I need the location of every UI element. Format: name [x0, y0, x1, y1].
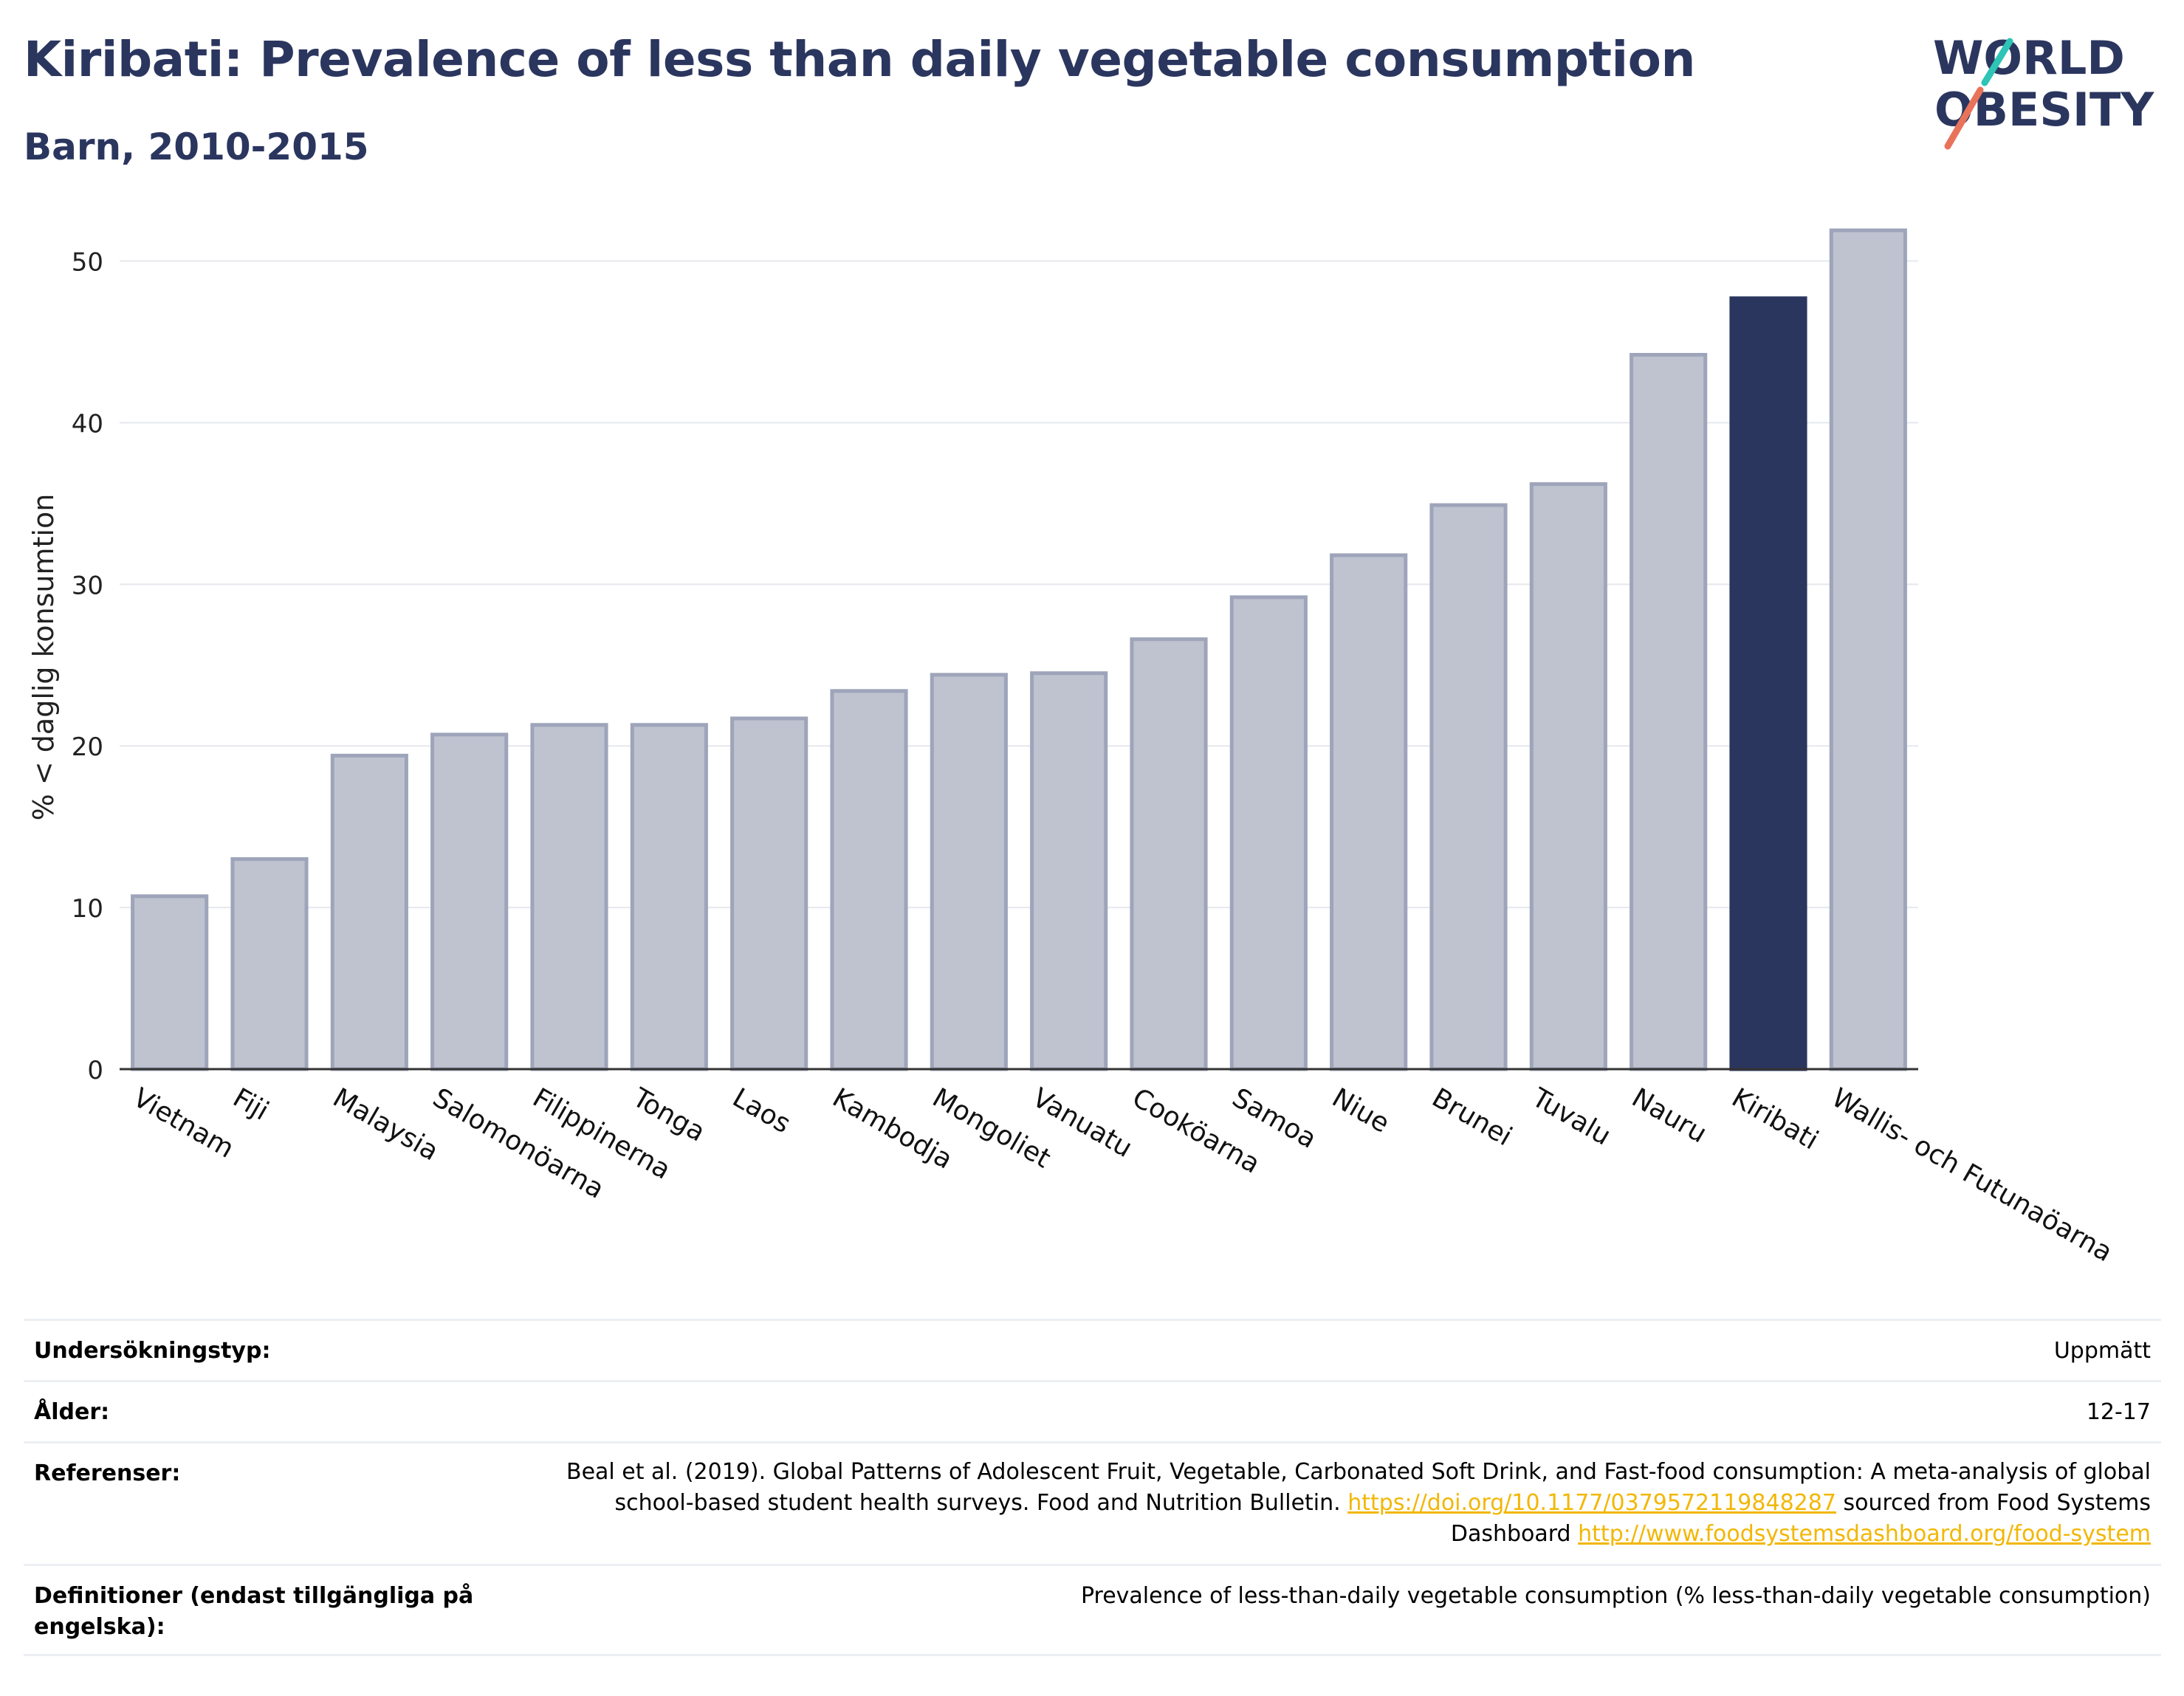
info-value: Uppmätt: [2053, 1338, 2151, 1364]
bar-tonga[interactable]: [630, 723, 708, 1071]
info-label: Ålder:: [34, 1399, 110, 1425]
info-value: Beal et al. (2019). Global Patterns of A…: [563, 1457, 2151, 1550]
x-tick-label: Tuvalu: [1526, 1082, 1615, 1152]
food-systems-link[interactable]: http://www.foodsystemsdashboard.org/food…: [1578, 1521, 2151, 1547]
y-axis-label: % < daglig konsumtion: [27, 494, 60, 821]
info-row-references: Referenser: Beal et al. (2019). Global P…: [24, 1441, 2161, 1564]
bar-malaysia[interactable]: [330, 753, 408, 1071]
bar-filippinerna[interactable]: [530, 723, 608, 1071]
bar-kambodja[interactable]: [830, 689, 908, 1071]
y-tick-label: 40: [72, 409, 103, 439]
axes: 0 10 20 30 40 50: [72, 248, 1918, 1085]
y-tick-label: 30: [72, 571, 103, 600]
info-row-survey-type: Undersökningstyp: Uppmätt: [24, 1319, 2161, 1380]
gridlines: [120, 260, 1918, 909]
bars: [131, 228, 1907, 1071]
x-tick-label: Brunei: [1427, 1082, 1517, 1152]
bar-mongoliet[interactable]: [930, 673, 1008, 1071]
x-tick-label: Nauru: [1627, 1082, 1711, 1149]
info-value: Prevalence of less-than-daily vegetable …: [1080, 1583, 2151, 1609]
x-tick-label: Laos: [727, 1082, 795, 1139]
info-label: Referenser:: [34, 1460, 181, 1486]
svg-text:WORLD: WORLD: [1933, 31, 2125, 85]
doi-link[interactable]: https://doi.org/10.1177/0379572119848287: [1347, 1490, 1836, 1516]
bar-salomon-arna[interactable]: [430, 732, 509, 1071]
x-tick-label: Salomonöarna: [427, 1082, 609, 1204]
x-tick-label: Kiribati: [1727, 1082, 1824, 1156]
reference-source-text: sourced from Food Systems Dashboard: [1450, 1490, 2151, 1547]
bar-fiji[interactable]: [230, 856, 309, 1071]
world-obesity-logo: WORLD OBESITY: [1933, 31, 2154, 150]
x-tick-label: Malaysia: [328, 1082, 444, 1167]
bar-niue[interactable]: [1330, 553, 1408, 1071]
y-tick-label: 10: [72, 894, 103, 924]
y-tick-label: 20: [72, 732, 103, 762]
bar-kiribati[interactable]: [1729, 296, 1807, 1071]
x-tick-label: Fiji: [228, 1082, 274, 1127]
x-tick-label: Vietnam: [128, 1082, 238, 1164]
chart-title: Kiribati: Prevalence of less than daily …: [24, 31, 1696, 88]
bar-brunei[interactable]: [1429, 503, 1508, 1071]
bar-vietnam[interactable]: [131, 894, 209, 1071]
info-row-age: Ålder: 12-17: [24, 1380, 2161, 1441]
chart-subtitle: Barn, 2010-2015: [24, 126, 369, 168]
info-label: Definitioner (endast tillgängliga på eng…: [34, 1583, 474, 1640]
y-tick-label: 0: [87, 1056, 103, 1085]
info-value: 12-17: [2086, 1399, 2151, 1425]
bar-tuvalu[interactable]: [1529, 482, 1607, 1071]
bar-cook-arna[interactable]: [1130, 637, 1208, 1071]
x-tick-label: Niue: [1327, 1082, 1394, 1139]
bar-samoa[interactable]: [1229, 595, 1308, 1071]
bar-wallis-och-futuna-arna[interactable]: [1829, 228, 1907, 1071]
x-tick-label: Wallis- och Futunaöarna: [1827, 1082, 2118, 1268]
bar-nauru[interactable]: [1630, 353, 1708, 1071]
y-tick-label: 50: [72, 248, 103, 278]
bar-laos[interactable]: [730, 716, 808, 1071]
info-row-definitions: Definitioner (endast tillgängliga på eng…: [24, 1564, 2161, 1656]
info-table: Undersökningstyp: Uppmätt Ålder: 12-17 R…: [24, 1319, 2161, 1656]
reference-text: Beal et al. (2019). Global Patterns of A…: [566, 1459, 2151, 1516]
bar-vanuatu[interactable]: [1030, 671, 1108, 1071]
info-label: Undersökningstyp:: [34, 1338, 271, 1364]
